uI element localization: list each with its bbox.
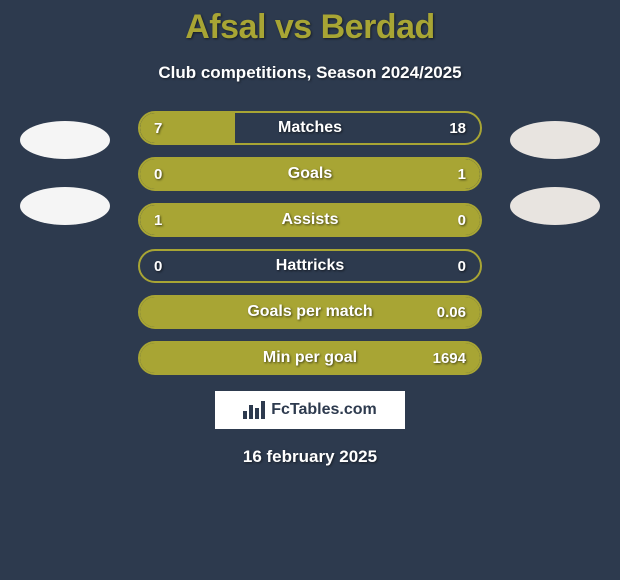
stat-label: Hattricks bbox=[276, 257, 344, 275]
stat-value-left: 1 bbox=[154, 212, 162, 229]
stat-bar: Goals per match 0.06 bbox=[138, 295, 482, 329]
stat-value-right: 1694 bbox=[433, 350, 466, 367]
stat-bar: 0 Goals 1 bbox=[138, 157, 482, 191]
stat-label: Min per goal bbox=[263, 349, 357, 367]
player-avatar-right-1 bbox=[510, 121, 600, 159]
stat-value-right: 1 bbox=[458, 166, 466, 183]
stat-value-left: 0 bbox=[154, 258, 162, 275]
stat-value-right: 0.06 bbox=[437, 304, 466, 321]
stat-label: Matches bbox=[278, 119, 342, 137]
stat-bar: 7 Matches 18 bbox=[138, 111, 482, 145]
player-avatar-right-2 bbox=[510, 187, 600, 225]
stat-label: Assists bbox=[282, 211, 339, 229]
stat-bar: 0 Hattricks 0 bbox=[138, 249, 482, 283]
avatar-col-right bbox=[510, 111, 600, 225]
stat-value-left: 7 bbox=[154, 120, 162, 137]
date-text: 16 february 2025 bbox=[243, 447, 377, 467]
stat-value-right: 0 bbox=[458, 212, 466, 229]
logo-box: FcTables.com bbox=[215, 391, 405, 429]
stat-value-left: 0 bbox=[154, 166, 162, 183]
page-title: Afsal vs Berdad bbox=[185, 8, 435, 47]
subtitle: Club competitions, Season 2024/2025 bbox=[158, 63, 461, 83]
stat-bar: 1 Assists 0 bbox=[138, 203, 482, 237]
stat-value-right: 18 bbox=[449, 120, 466, 137]
logo-text: FcTables.com bbox=[271, 401, 377, 419]
chart-icon bbox=[243, 401, 265, 419]
stat-label: Goals per match bbox=[247, 303, 372, 321]
player-avatar-left-1 bbox=[20, 121, 110, 159]
stat-bar: Min per goal 1694 bbox=[138, 341, 482, 375]
stats-col: 7 Matches 18 0 Goals 1 1 Assists 0 0 Hattricks 0 Goa… bbox=[138, 111, 482, 375]
comparison-container: 7 Matches 18 0 Goals 1 1 Assists 0 0 Hattricks 0 Goa… bbox=[20, 111, 600, 375]
avatar-col-left bbox=[20, 111, 110, 225]
stat-label: Goals bbox=[288, 165, 332, 183]
player-avatar-left-2 bbox=[20, 187, 110, 225]
stat-value-right: 0 bbox=[458, 258, 466, 275]
